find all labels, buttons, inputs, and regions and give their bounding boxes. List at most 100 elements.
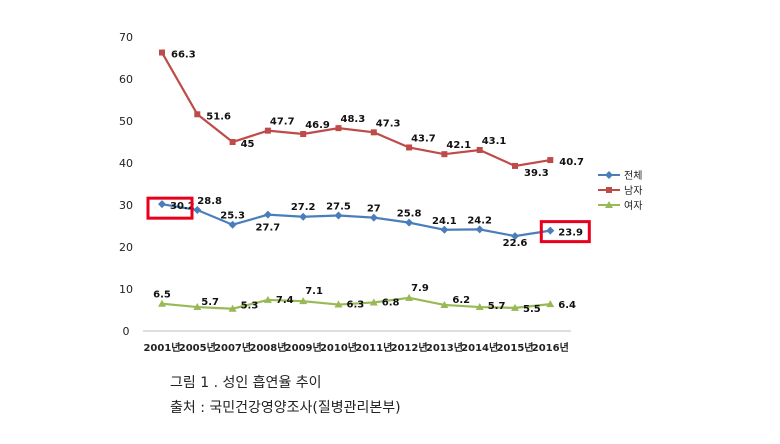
legend-marker	[606, 187, 612, 193]
highlight-box	[146, 196, 194, 220]
data-label: 40.7	[559, 157, 584, 168]
data-label: 25.3	[220, 211, 245, 222]
data-label: 6.5	[153, 290, 171, 301]
x-tick-label: 2012년	[391, 341, 428, 354]
data-point	[369, 213, 378, 222]
y-tick-label: 10	[119, 283, 133, 296]
data-label: 23.9	[558, 228, 583, 239]
y-tick-label: 60	[119, 73, 133, 86]
data-label: 24.1	[432, 216, 457, 227]
highlight-boxes	[146, 196, 591, 244]
data-label: 43.7	[411, 133, 436, 144]
x-tick-label: 2011년	[355, 341, 392, 354]
data-point	[369, 298, 378, 306]
data-point	[300, 131, 307, 138]
x-axis: 2001년2005년2007년2008년2009년2010년2011년2012년…	[143, 330, 571, 354]
data-label: 5.5	[523, 304, 541, 315]
data-label: 6.8	[382, 297, 400, 308]
x-tick-label: 2005년	[179, 341, 216, 354]
x-tick-label: 2009년	[285, 341, 322, 354]
data-point	[299, 212, 308, 221]
data-label: 25.8	[397, 209, 422, 220]
data-point	[440, 225, 449, 234]
legend-label: 전체	[624, 170, 642, 182]
data-label: 5.3	[241, 301, 259, 312]
y-tick-label: 0	[123, 325, 130, 338]
series-line	[161, 296, 551, 310]
x-tick-label: 2007년	[214, 341, 251, 354]
data-point	[475, 303, 484, 311]
data-label: 28.8	[197, 196, 222, 207]
x-tick-label: 2014년	[461, 341, 498, 354]
data-point	[441, 151, 448, 158]
series-line	[161, 51, 551, 168]
data-label: 48.3	[341, 114, 366, 125]
data-label: 45	[241, 139, 255, 150]
data-label: 47.7	[270, 117, 295, 128]
legend-label: 남자	[624, 185, 642, 197]
data-point	[546, 226, 555, 235]
data-point	[511, 232, 519, 241]
data-label: 42.1	[446, 140, 471, 151]
data-label: 43.1	[482, 136, 507, 147]
data-point	[547, 157, 554, 164]
x-tick-label: 2016년	[532, 341, 569, 354]
data-label: 7.4	[276, 295, 294, 306]
data-labels: 30.2 28.8 25.3 27.7 27.2 27.5 27 25.8 24.1 24.2 22…	[153, 50, 584, 315]
highlight-box	[539, 220, 591, 244]
series-layer	[158, 49, 555, 312]
data-point	[193, 206, 202, 215]
data-point	[159, 49, 165, 56]
data-point	[158, 200, 166, 209]
x-tick-label: 2013년	[426, 341, 463, 354]
data-point	[263, 210, 272, 219]
y-axis: 0 10 20 30 40 50 60 70	[119, 31, 133, 338]
data-label: 46.9	[305, 120, 330, 131]
data-point	[229, 139, 236, 145]
data-point	[475, 225, 484, 234]
data-label: 6.4	[558, 300, 576, 311]
data-label: 39.3	[524, 168, 549, 179]
data-label: 27.5	[326, 202, 351, 213]
figure-caption: 그림 1 . 성인 흡연율 추이	[170, 375, 322, 391]
data-point	[193, 303, 202, 311]
data-label: 5.7	[488, 301, 506, 312]
data-point	[264, 127, 271, 134]
x-tick-label: 2008년	[249, 341, 286, 354]
data-label: 27.2	[291, 202, 316, 213]
data-point	[511, 303, 519, 311]
legend-marker	[605, 171, 613, 179]
data-label: 5.7	[201, 297, 219, 308]
x-tick-label: 2015년	[496, 341, 533, 354]
data-point	[512, 162, 518, 169]
data-label: 6.2	[452, 295, 470, 306]
y-tick-label: 50	[119, 115, 133, 128]
data-label: 66.3	[171, 50, 196, 61]
x-tick-label: 2010년	[320, 341, 357, 354]
y-tick-label: 40	[119, 157, 133, 170]
data-point	[228, 220, 237, 229]
data-point	[546, 300, 555, 308]
data-label: 22.6	[503, 238, 528, 249]
series-line	[161, 203, 551, 238]
data-label: 7.9	[411, 283, 429, 294]
y-tick-label: 70	[119, 31, 133, 44]
data-label: 51.6	[206, 111, 231, 122]
data-point	[335, 125, 342, 132]
data-point	[405, 218, 414, 227]
legend-label: 여자	[624, 200, 642, 212]
data-point	[405, 293, 414, 301]
data-point	[263, 295, 272, 303]
data-label: 27	[367, 204, 381, 215]
data-point	[158, 299, 166, 307]
data-point	[194, 111, 201, 118]
data-point	[299, 297, 308, 305]
data-point	[370, 129, 377, 136]
data-label: 6.3	[347, 300, 365, 311]
legend-marker	[605, 201, 613, 208]
data-label: 27.7	[256, 223, 281, 234]
source-caption: 출처 : 국민건강영양조사(질병관리본부)	[170, 400, 401, 416]
data-label: 47.3	[376, 118, 401, 129]
